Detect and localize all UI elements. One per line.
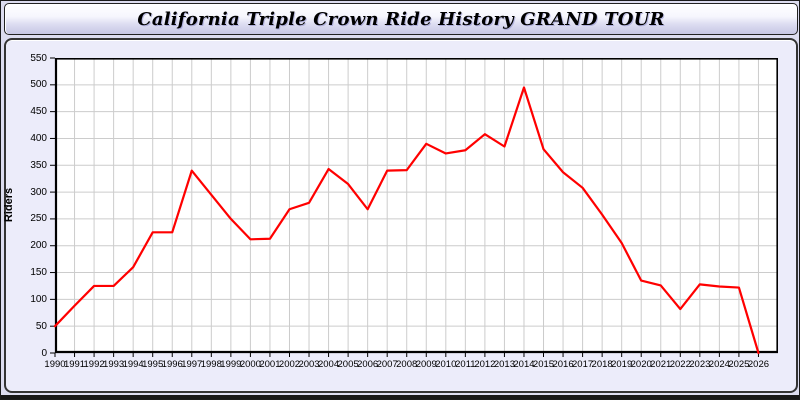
x-tick-label: 2002: [278, 359, 301, 370]
x-tick-label: 1991: [63, 359, 86, 370]
x-tick-label: 2019: [611, 359, 633, 370]
x-tick-label: 1998: [200, 359, 222, 370]
y-tick-label: 450: [30, 106, 47, 118]
y-tick-label: 400: [30, 132, 47, 144]
x-tick-label: 1997: [181, 359, 203, 370]
x-tick-label: 2016: [552, 359, 574, 370]
x-tick-label: 2025: [728, 359, 750, 370]
y-tick-label: 0: [41, 347, 47, 359]
x-tick-label: 2011: [455, 359, 476, 370]
x-tick-label: 2026: [747, 359, 770, 370]
y-tick-label: 150: [30, 267, 47, 279]
x-tick-label: 1996: [161, 359, 183, 370]
y-tick-label: 100: [30, 293, 47, 305]
x-tick-label: 2007: [376, 359, 398, 370]
x-tick-label: 2017: [572, 359, 594, 370]
x-tick-label: 2013: [493, 359, 515, 370]
x-tick-label: 2018: [591, 359, 613, 370]
y-axis-title: Riders: [3, 187, 15, 223]
y-tick-label: 250: [30, 213, 47, 225]
chart-title: California Triple Crown Ride History GRA…: [137, 8, 665, 30]
x-tick-label: 2005: [337, 359, 359, 370]
x-tick-label: 2010: [435, 359, 457, 370]
x-tick-label: 2014: [513, 359, 535, 370]
x-tick-label: 2022: [669, 359, 691, 370]
y-tick-label: 50: [35, 320, 47, 332]
y-tick-label: 500: [30, 79, 47, 91]
x-tick-label: 1995: [142, 359, 164, 370]
x-tick-label: 2020: [630, 359, 652, 370]
x-tick-label: 2000: [239, 359, 261, 370]
y-tick-label: 350: [30, 159, 47, 171]
plot-svg: [50, 57, 779, 357]
x-tick-label: 2012: [474, 359, 496, 370]
data-line: [53, 86, 760, 355]
x-tick-label: 2024: [708, 359, 730, 370]
x-tick-label: 2015: [532, 359, 555, 370]
x-tick-label: 1993: [103, 359, 125, 370]
x-tick-label: 1992: [83, 359, 105, 370]
x-tick-label: 1994: [122, 359, 144, 370]
x-tick-label: 1990: [44, 359, 66, 370]
x-tick-label: 2008: [396, 359, 418, 370]
y-tick-label: 200: [30, 240, 47, 252]
x-tick-label: 1999: [220, 359, 242, 370]
x-tick-label: 2021: [650, 359, 672, 370]
plot-background: [55, 58, 778, 353]
x-tick-label: 2009: [415, 359, 437, 370]
x-tick-label: 2023: [689, 359, 711, 370]
x-tick-label: 2006: [357, 359, 379, 370]
y-tick-label: 300: [30, 186, 47, 198]
bottom-edge: [1, 395, 799, 399]
x-tick-label: 2001: [259, 359, 281, 370]
x-tick-label: 2004: [317, 359, 340, 370]
x-tick-label: 2003: [298, 359, 320, 370]
y-tick-label: 550: [30, 52, 47, 64]
chart-title-bar: California Triple Crown Ride History GRA…: [4, 3, 798, 35]
